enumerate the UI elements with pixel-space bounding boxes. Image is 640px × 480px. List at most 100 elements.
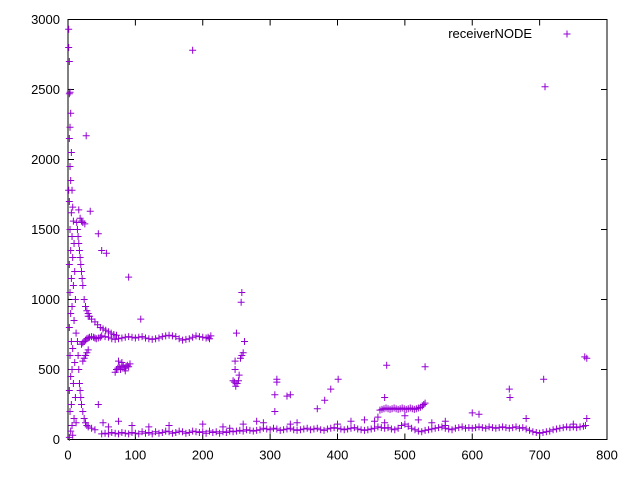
- data-point: [72, 329, 80, 337]
- data-point: [216, 429, 224, 437]
- data-point: [75, 380, 83, 387]
- data-point: [158, 333, 166, 341]
- data-point: [222, 429, 230, 436]
- data-point: [68, 422, 76, 429]
- x-tick-label: 800: [596, 448, 618, 463]
- data-point: [195, 429, 203, 436]
- data-point: [428, 425, 436, 433]
- data-point: [232, 329, 240, 337]
- data-point: [428, 419, 436, 427]
- data-point: [576, 423, 584, 431]
- data-point: [303, 424, 311, 432]
- data-point: [357, 426, 365, 434]
- data-point: [69, 282, 77, 289]
- y-tick-label: 1000: [31, 292, 60, 307]
- data-point: [205, 427, 213, 435]
- data-point: [231, 357, 239, 365]
- data-point: [165, 428, 173, 436]
- data-point: [115, 357, 123, 365]
- data-point: [286, 420, 294, 428]
- data-point: [414, 416, 422, 424]
- data-point: [286, 391, 294, 399]
- data-point: [65, 198, 73, 205]
- data-point: [229, 428, 237, 436]
- data-point: [65, 25, 73, 33]
- data-point: [231, 366, 239, 373]
- data-point: [155, 334, 163, 342]
- data-point: [418, 428, 426, 436]
- data-point: [162, 332, 170, 340]
- x-tick-label: 200: [192, 448, 214, 463]
- data-point: [310, 425, 318, 433]
- data-point: [101, 429, 109, 437]
- data-point: [321, 396, 329, 404]
- data-point: [189, 427, 197, 435]
- data-point: [152, 335, 160, 343]
- legend: receiverNODE: [448, 26, 571, 41]
- data-point: [563, 423, 571, 431]
- data-point: [168, 332, 176, 340]
- data-point: [458, 423, 466, 431]
- data-point: [354, 425, 362, 433]
- data-point: [273, 425, 281, 433]
- data-point: [317, 426, 325, 434]
- data-point: [67, 310, 75, 317]
- data-point: [431, 424, 439, 432]
- data-point: [408, 424, 416, 432]
- data-point: [162, 427, 170, 435]
- data-point: [364, 426, 372, 434]
- data-point: [290, 426, 298, 434]
- data-point: [556, 424, 564, 432]
- data-point: [168, 429, 176, 437]
- data-point: [65, 135, 73, 142]
- data-point: [69, 380, 77, 387]
- data-point: [152, 428, 160, 436]
- data-point: [347, 417, 355, 425]
- data-point: [189, 46, 197, 54]
- data-point: [68, 366, 76, 373]
- data-point: [79, 282, 87, 289]
- data-point: [69, 217, 77, 225]
- data-point: [475, 410, 483, 418]
- data-point: [269, 424, 277, 432]
- data-point: [165, 422, 173, 429]
- data-point: [125, 333, 133, 341]
- data-point: [80, 415, 88, 422]
- data-point: [276, 426, 284, 434]
- y-tick-label: 0: [53, 432, 60, 447]
- data-point: [313, 405, 321, 413]
- data-point: [583, 354, 591, 362]
- data-point: [522, 415, 530, 422]
- data-point: [239, 420, 247, 428]
- data-point: [313, 424, 321, 432]
- data-point: [94, 230, 102, 238]
- data-point: [121, 429, 129, 437]
- x-tick-label: 700: [529, 448, 551, 463]
- data-point: [238, 289, 246, 296]
- data-point: [374, 423, 382, 431]
- data-point: [83, 422, 91, 429]
- data-point: [234, 377, 242, 385]
- data-point: [76, 254, 84, 261]
- data-point: [468, 409, 476, 417]
- data-point: [75, 247, 83, 254]
- data-point: [70, 317, 78, 324]
- data-point: [66, 163, 74, 170]
- x-tick-label: 600: [461, 448, 483, 463]
- data-point: [280, 426, 288, 434]
- data-point: [371, 417, 379, 425]
- data-point: [179, 428, 187, 436]
- y-tick-label: 2500: [31, 82, 60, 97]
- data-point: [505, 424, 513, 432]
- data-point: [199, 420, 207, 428]
- data-point: [91, 426, 99, 434]
- data-point: [492, 424, 500, 432]
- data-point: [374, 413, 382, 421]
- data-point: [82, 132, 90, 140]
- data-point: [583, 415, 591, 422]
- data-point: [344, 425, 352, 433]
- data-point: [502, 424, 510, 432]
- data-point: [566, 424, 574, 432]
- data-point: [104, 423, 112, 431]
- data-point: [259, 419, 267, 427]
